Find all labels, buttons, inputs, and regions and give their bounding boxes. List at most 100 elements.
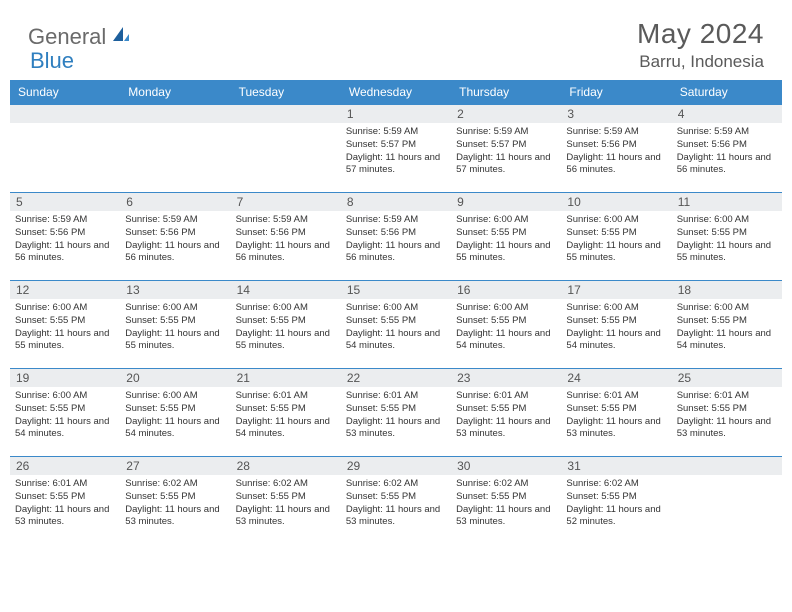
calendar-day-cell: 16Sunrise: 6:00 AMSunset: 5:55 PMDayligh… — [451, 281, 561, 369]
day-details: Sunrise: 6:02 AMSunset: 5:55 PMDaylight:… — [451, 475, 561, 531]
day-number: 17 — [561, 281, 671, 299]
calendar-day-cell: 19Sunrise: 6:00 AMSunset: 5:55 PMDayligh… — [10, 369, 120, 457]
calendar-day-cell — [231, 105, 341, 193]
brand-logo: General — [28, 24, 133, 50]
calendar-day-cell: 24Sunrise: 6:01 AMSunset: 5:55 PMDayligh… — [561, 369, 671, 457]
empty-daynum — [10, 105, 120, 123]
day-details: Sunrise: 5:59 AMSunset: 5:57 PMDaylight:… — [341, 123, 451, 179]
day-number: 16 — [451, 281, 561, 299]
calendar-day-cell: 1Sunrise: 5:59 AMSunset: 5:57 PMDaylight… — [341, 105, 451, 193]
empty-daynum — [120, 105, 230, 123]
day-number: 8 — [341, 193, 451, 211]
calendar-week-row: 19Sunrise: 6:00 AMSunset: 5:55 PMDayligh… — [10, 369, 782, 457]
day-details: Sunrise: 6:00 AMSunset: 5:55 PMDaylight:… — [561, 299, 671, 355]
day-number: 11 — [672, 193, 782, 211]
day-number: 25 — [672, 369, 782, 387]
calendar-day-cell: 21Sunrise: 6:01 AMSunset: 5:55 PMDayligh… — [231, 369, 341, 457]
calendar-table: Sunday Monday Tuesday Wednesday Thursday… — [10, 80, 782, 545]
day-details: Sunrise: 5:59 AMSunset: 5:57 PMDaylight:… — [451, 123, 561, 179]
calendar-day-cell: 30Sunrise: 6:02 AMSunset: 5:55 PMDayligh… — [451, 457, 561, 545]
day-details: Sunrise: 5:59 AMSunset: 5:56 PMDaylight:… — [561, 123, 671, 179]
day-number: 2 — [451, 105, 561, 123]
calendar-day-cell: 9Sunrise: 6:00 AMSunset: 5:55 PMDaylight… — [451, 193, 561, 281]
day-number: 4 — [672, 105, 782, 123]
calendar-day-cell: 4Sunrise: 5:59 AMSunset: 5:56 PMDaylight… — [672, 105, 782, 193]
day-details: Sunrise: 6:00 AMSunset: 5:55 PMDaylight:… — [451, 211, 561, 267]
calendar-header-row: Sunday Monday Tuesday Wednesday Thursday… — [10, 80, 782, 105]
calendar-week-row: 1Sunrise: 5:59 AMSunset: 5:57 PMDaylight… — [10, 105, 782, 193]
calendar-day-cell: 7Sunrise: 5:59 AMSunset: 5:56 PMDaylight… — [231, 193, 341, 281]
day-details: Sunrise: 6:01 AMSunset: 5:55 PMDaylight:… — [672, 387, 782, 443]
calendar-day-cell — [10, 105, 120, 193]
day-details: Sunrise: 6:00 AMSunset: 5:55 PMDaylight:… — [231, 299, 341, 355]
day-details: Sunrise: 6:00 AMSunset: 5:55 PMDaylight:… — [120, 387, 230, 443]
dow-sun: Sunday — [10, 80, 120, 105]
day-details: Sunrise: 6:02 AMSunset: 5:55 PMDaylight:… — [341, 475, 451, 531]
day-details: Sunrise: 6:00 AMSunset: 5:55 PMDaylight:… — [672, 299, 782, 355]
day-number: 3 — [561, 105, 671, 123]
logo-sail-icon — [111, 25, 131, 50]
calendar-week-row: 26Sunrise: 6:01 AMSunset: 5:55 PMDayligh… — [10, 457, 782, 545]
day-details: Sunrise: 6:02 AMSunset: 5:55 PMDaylight:… — [231, 475, 341, 531]
logo-text-general: General — [28, 24, 106, 50]
location-title: Barru, Indonesia — [637, 52, 764, 72]
day-details: Sunrise: 6:02 AMSunset: 5:55 PMDaylight:… — [120, 475, 230, 531]
day-number: 28 — [231, 457, 341, 475]
title-area: May 2024 Barru, Indonesia — [637, 18, 764, 72]
calendar-day-cell: 15Sunrise: 6:00 AMSunset: 5:55 PMDayligh… — [341, 281, 451, 369]
day-number: 14 — [231, 281, 341, 299]
day-number: 6 — [120, 193, 230, 211]
day-details: Sunrise: 5:59 AMSunset: 5:56 PMDaylight:… — [120, 211, 230, 267]
day-details: Sunrise: 6:01 AMSunset: 5:55 PMDaylight:… — [231, 387, 341, 443]
calendar-day-cell: 20Sunrise: 6:00 AMSunset: 5:55 PMDayligh… — [120, 369, 230, 457]
calendar-day-cell — [672, 457, 782, 545]
day-number: 24 — [561, 369, 671, 387]
day-number: 29 — [341, 457, 451, 475]
day-number: 9 — [451, 193, 561, 211]
calendar-week-row: 12Sunrise: 6:00 AMSunset: 5:55 PMDayligh… — [10, 281, 782, 369]
calendar-day-cell: 6Sunrise: 5:59 AMSunset: 5:56 PMDaylight… — [120, 193, 230, 281]
day-number: 18 — [672, 281, 782, 299]
dow-wed: Wednesday — [341, 80, 451, 105]
calendar-day-cell: 22Sunrise: 6:01 AMSunset: 5:55 PMDayligh… — [341, 369, 451, 457]
calendar-day-cell: 18Sunrise: 6:00 AMSunset: 5:55 PMDayligh… — [672, 281, 782, 369]
calendar-day-cell: 29Sunrise: 6:02 AMSunset: 5:55 PMDayligh… — [341, 457, 451, 545]
calendar-day-cell: 17Sunrise: 6:00 AMSunset: 5:55 PMDayligh… — [561, 281, 671, 369]
calendar-day-cell: 12Sunrise: 6:00 AMSunset: 5:55 PMDayligh… — [10, 281, 120, 369]
day-details: Sunrise: 5:59 AMSunset: 5:56 PMDaylight:… — [672, 123, 782, 179]
day-number: 27 — [120, 457, 230, 475]
day-number: 21 — [231, 369, 341, 387]
day-details: Sunrise: 6:00 AMSunset: 5:55 PMDaylight:… — [672, 211, 782, 267]
day-details: Sunrise: 6:00 AMSunset: 5:55 PMDaylight:… — [120, 299, 230, 355]
document-header: General May 2024 Barru, Indonesia — [0, 0, 792, 80]
calendar-wrap: Sunday Monday Tuesday Wednesday Thursday… — [0, 80, 792, 545]
day-number: 5 — [10, 193, 120, 211]
calendar-day-cell: 10Sunrise: 6:00 AMSunset: 5:55 PMDayligh… — [561, 193, 671, 281]
calendar-day-cell: 2Sunrise: 5:59 AMSunset: 5:57 PMDaylight… — [451, 105, 561, 193]
day-number: 10 — [561, 193, 671, 211]
day-details: Sunrise: 6:00 AMSunset: 5:55 PMDaylight:… — [451, 299, 561, 355]
calendar-day-cell: 13Sunrise: 6:00 AMSunset: 5:55 PMDayligh… — [120, 281, 230, 369]
dow-mon: Monday — [120, 80, 230, 105]
dow-sat: Saturday — [672, 80, 782, 105]
day-details: Sunrise: 6:01 AMSunset: 5:55 PMDaylight:… — [561, 387, 671, 443]
day-details: Sunrise: 6:00 AMSunset: 5:55 PMDaylight:… — [10, 387, 120, 443]
calendar-day-cell: 23Sunrise: 6:01 AMSunset: 5:55 PMDayligh… — [451, 369, 561, 457]
calendar-week-row: 5Sunrise: 5:59 AMSunset: 5:56 PMDaylight… — [10, 193, 782, 281]
day-details: Sunrise: 6:00 AMSunset: 5:55 PMDaylight:… — [561, 211, 671, 267]
calendar-day-cell: 27Sunrise: 6:02 AMSunset: 5:55 PMDayligh… — [120, 457, 230, 545]
day-number: 31 — [561, 457, 671, 475]
day-number: 1 — [341, 105, 451, 123]
day-number: 20 — [120, 369, 230, 387]
day-details: Sunrise: 6:00 AMSunset: 5:55 PMDaylight:… — [10, 299, 120, 355]
empty-daynum — [231, 105, 341, 123]
calendar-day-cell: 14Sunrise: 6:00 AMSunset: 5:55 PMDayligh… — [231, 281, 341, 369]
calendar-day-cell: 26Sunrise: 6:01 AMSunset: 5:55 PMDayligh… — [10, 457, 120, 545]
day-details: Sunrise: 6:01 AMSunset: 5:55 PMDaylight:… — [341, 387, 451, 443]
day-details: Sunrise: 6:01 AMSunset: 5:55 PMDaylight:… — [10, 475, 120, 531]
day-details: Sunrise: 5:59 AMSunset: 5:56 PMDaylight:… — [341, 211, 451, 267]
calendar-day-cell: 5Sunrise: 5:59 AMSunset: 5:56 PMDaylight… — [10, 193, 120, 281]
calendar-day-cell: 8Sunrise: 5:59 AMSunset: 5:56 PMDaylight… — [341, 193, 451, 281]
calendar-day-cell: 25Sunrise: 6:01 AMSunset: 5:55 PMDayligh… — [672, 369, 782, 457]
calendar-body: 1Sunrise: 5:59 AMSunset: 5:57 PMDaylight… — [10, 105, 782, 545]
